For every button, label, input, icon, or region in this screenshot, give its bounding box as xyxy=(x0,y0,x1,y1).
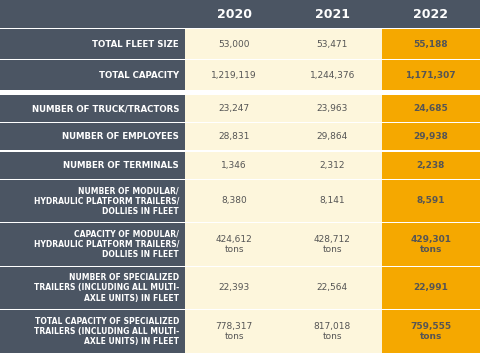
Text: 23,963: 23,963 xyxy=(317,104,348,113)
Text: NUMBER OF TRUCK/TRACTORS: NUMBER OF TRUCK/TRACTORS xyxy=(32,104,179,113)
Text: TOTAL FLEET SIZE: TOTAL FLEET SIZE xyxy=(93,40,179,49)
Bar xyxy=(185,267,283,309)
Text: 55,188: 55,188 xyxy=(413,40,448,49)
Bar xyxy=(0,94,480,95)
Bar xyxy=(185,95,283,122)
Text: 1,244,376: 1,244,376 xyxy=(310,71,355,80)
Bar xyxy=(0,222,480,223)
Bar xyxy=(382,151,480,178)
Bar xyxy=(0,0,480,28)
Bar xyxy=(0,267,185,309)
Bar xyxy=(283,60,382,90)
Bar xyxy=(0,28,480,29)
Text: 1,346: 1,346 xyxy=(221,161,247,170)
Bar xyxy=(0,150,480,151)
Text: TOTAL CAPACITY: TOTAL CAPACITY xyxy=(99,71,179,80)
Bar xyxy=(0,95,185,122)
Bar xyxy=(0,309,480,310)
Bar xyxy=(185,123,283,150)
Bar xyxy=(382,267,480,309)
Bar xyxy=(0,59,480,60)
Bar xyxy=(283,267,382,309)
Bar xyxy=(185,310,283,352)
Text: 8,380: 8,380 xyxy=(221,197,247,205)
Bar xyxy=(382,60,480,90)
Bar xyxy=(185,223,283,265)
Bar xyxy=(283,151,382,178)
Text: NUMBER OF MODULAR/
HYDRAULIC PLATFORM TRAILERS/
DOLLIES IN FLEET: NUMBER OF MODULAR/ HYDRAULIC PLATFORM TR… xyxy=(34,186,179,216)
Text: 817,018
tons: 817,018 tons xyxy=(314,322,351,341)
Text: 53,000: 53,000 xyxy=(218,40,250,49)
Text: 1,171,307: 1,171,307 xyxy=(406,71,456,80)
Bar xyxy=(0,28,480,29)
Bar xyxy=(0,310,185,352)
Bar xyxy=(0,265,480,267)
Bar xyxy=(382,29,480,59)
Bar xyxy=(0,91,480,95)
Text: 53,471: 53,471 xyxy=(317,40,348,49)
Bar xyxy=(382,95,480,122)
Text: 424,612
tons: 424,612 tons xyxy=(216,235,252,254)
Text: 429,301
tons: 429,301 tons xyxy=(410,235,451,254)
Text: 23,247: 23,247 xyxy=(218,104,250,113)
Text: 778,317
tons: 778,317 tons xyxy=(216,322,252,341)
Bar xyxy=(283,223,382,265)
Bar xyxy=(283,29,382,59)
Bar xyxy=(283,95,382,122)
Text: 22,393: 22,393 xyxy=(218,284,250,292)
Bar xyxy=(0,29,185,59)
Text: 2021: 2021 xyxy=(315,8,350,20)
Bar xyxy=(0,180,185,222)
Text: 8,141: 8,141 xyxy=(320,197,345,205)
Bar xyxy=(0,123,185,150)
Bar xyxy=(0,223,185,265)
Text: TOTAL CAPACITY OF SPECIALIZED
TRAILERS (INCLUDING ALL MULTI-
AXLE UNITS) IN FLEE: TOTAL CAPACITY OF SPECIALIZED TRAILERS (… xyxy=(34,317,179,346)
Bar xyxy=(185,151,283,178)
Bar xyxy=(0,151,185,178)
Text: 428,712
tons: 428,712 tons xyxy=(314,235,351,254)
Text: NUMBER OF EMPLOYEES: NUMBER OF EMPLOYEES xyxy=(62,132,179,141)
Text: 2020: 2020 xyxy=(216,8,252,20)
Bar xyxy=(185,29,283,59)
Bar xyxy=(185,60,283,90)
Text: 29,938: 29,938 xyxy=(413,132,448,141)
Bar xyxy=(0,178,480,180)
Bar xyxy=(283,310,382,352)
Bar xyxy=(382,123,480,150)
Text: CAPACITY OF MODULAR/
HYDRAULIC PLATFORM TRAILERS/
DOLLIES IN FLEET: CAPACITY OF MODULAR/ HYDRAULIC PLATFORM … xyxy=(34,230,179,259)
Bar xyxy=(382,223,480,265)
Bar xyxy=(283,180,382,222)
Bar xyxy=(185,180,283,222)
Text: 28,831: 28,831 xyxy=(218,132,250,141)
Text: 2,238: 2,238 xyxy=(417,161,445,170)
Bar xyxy=(0,60,185,90)
Text: 22,991: 22,991 xyxy=(413,284,448,292)
Text: NUMBER OF TERMINALS: NUMBER OF TERMINALS xyxy=(63,161,179,170)
Text: 1,219,119: 1,219,119 xyxy=(211,71,257,80)
Bar xyxy=(283,123,382,150)
Text: 2022: 2022 xyxy=(413,8,448,20)
Text: 24,685: 24,685 xyxy=(413,104,448,113)
Text: 29,864: 29,864 xyxy=(317,132,348,141)
Text: NUMBER OF SPECIALIZED
TRAILERS (INCLUDING ALL MULTI-
AXLE UNITS) IN FLEET: NUMBER OF SPECIALIZED TRAILERS (INCLUDIN… xyxy=(34,273,179,303)
Bar xyxy=(382,180,480,222)
Bar xyxy=(0,122,480,123)
Text: 2,312: 2,312 xyxy=(320,161,345,170)
Text: 759,555
tons: 759,555 tons xyxy=(410,322,451,341)
Bar xyxy=(382,310,480,352)
Text: 8,591: 8,591 xyxy=(417,197,445,205)
Text: 22,564: 22,564 xyxy=(317,284,348,292)
